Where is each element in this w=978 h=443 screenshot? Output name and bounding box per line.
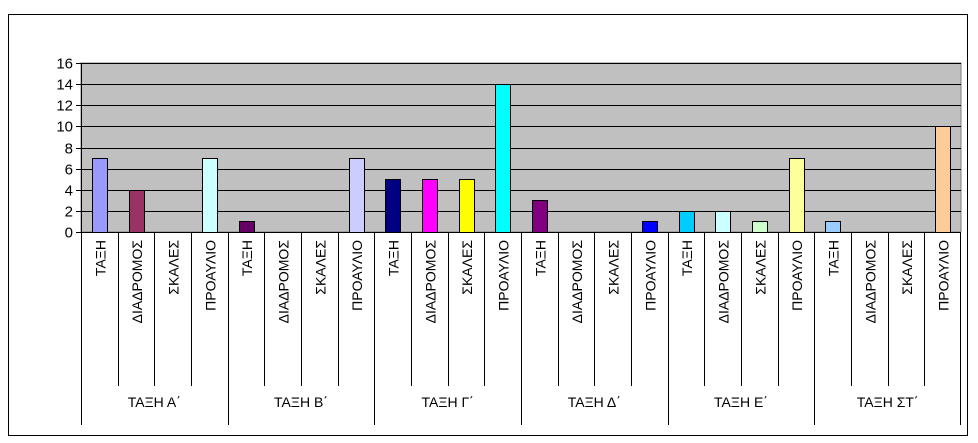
bar — [642, 221, 658, 233]
bar-chart: 0 2 4 6 8 10 12 14 16 ΤΑΞΗ ΔΙΑΔΡΟΜΟΣ ΣΚΑΛΕΣ ΠΡΟΑΥΛΙΟ… — [56, 56, 962, 425]
bar — [679, 211, 695, 233]
category-label: ΔΙΑΔΡΟΜΟΣ — [716, 240, 732, 324]
bar — [752, 221, 768, 233]
bar — [349, 158, 365, 233]
y-tick-label: 0 — [65, 225, 73, 242]
category-label: ΔΙΑΔΡΟΜΟΣ — [422, 240, 438, 324]
y-tick-label: 8 — [65, 141, 73, 158]
category-label: ΠΡΟΑΥΛΙΟ — [202, 240, 218, 311]
category-label: ΤΑΞΗ — [386, 240, 402, 276]
y-tick-label: 10 — [56, 119, 73, 136]
category-label: ΠΡΟΑΥΛΙΟ — [496, 240, 512, 311]
category-label: ΠΡΟΑΥΛΙΟ — [936, 240, 952, 311]
bar — [92, 158, 108, 233]
category-label: ΠΡΟΑΥΛΙΟ — [789, 240, 805, 311]
bar — [422, 179, 438, 233]
category-label: ΤΑΞΗ — [826, 240, 842, 276]
group-label: ΤΑΞΗ ΣΤ΄ — [857, 394, 919, 410]
bar — [495, 84, 511, 233]
group-label: ΤΑΞΗ Β΄ — [274, 394, 328, 410]
y-tick-label: 12 — [56, 98, 73, 115]
category-label: ΔΙΑΔΡΟΜΟΣ — [276, 240, 292, 324]
category-label: ΣΚΑΛΕΣ — [606, 240, 622, 295]
group-label: ΤΑΞΗ Α΄ — [128, 394, 181, 410]
bar — [239, 221, 255, 233]
bar — [935, 126, 951, 233]
bar — [129, 190, 145, 233]
plot-area — [80, 62, 962, 233]
y-tick-label: 4 — [65, 183, 73, 200]
category-label: ΠΡΟΑΥΛΙΟ — [642, 240, 658, 311]
y-tick-label: 16 — [56, 56, 73, 73]
category-label: ΔΙΑΔΡΟΜΟΣ — [862, 240, 878, 324]
bar — [789, 158, 805, 233]
bar — [202, 158, 218, 233]
category-label: ΣΚΑΛΕΣ — [752, 240, 768, 295]
category-label: ΣΚΑΛΕΣ — [459, 240, 475, 295]
category-label: ΔΙΑΔΡΟΜΟΣ — [569, 240, 585, 324]
group-label: ΤΑΞΗ Δ΄ — [568, 394, 621, 410]
group-label: ΤΑΞΗ Γ΄ — [422, 394, 474, 410]
category-label: ΤΑΞΗ — [239, 240, 255, 276]
category-label: ΤΑΞΗ — [532, 240, 548, 276]
category-label: ΣΚΑΛΕΣ — [312, 240, 328, 295]
bar — [715, 211, 731, 233]
chart-frame: 0 2 4 6 8 10 12 14 16 ΤΑΞΗ ΔΙΑΔΡΟΜΟΣ ΣΚΑΛΕΣ ΠΡΟΑΥΛΙΟ… — [8, 14, 968, 436]
y-tick-label: 2 — [65, 204, 73, 221]
bar — [459, 179, 475, 233]
group-label: ΤΑΞΗ Ε΄ — [714, 394, 768, 410]
bar — [825, 221, 841, 233]
category-label: ΣΚΑΛΕΣ — [899, 240, 915, 295]
category-label: ΔΙΑΔΡΟΜΟΣ — [129, 240, 145, 324]
category-label: ΣΚΑΛΕΣ — [166, 240, 182, 295]
category-label: ΤΑΞΗ — [679, 240, 695, 276]
y-tick-label: 14 — [56, 77, 73, 94]
bar — [532, 200, 548, 233]
category-label: ΤΑΞΗ — [92, 240, 108, 276]
bar — [385, 179, 401, 233]
category-label: ΠΡΟΑΥΛΙΟ — [349, 240, 365, 311]
y-tick-label: 6 — [65, 162, 73, 179]
